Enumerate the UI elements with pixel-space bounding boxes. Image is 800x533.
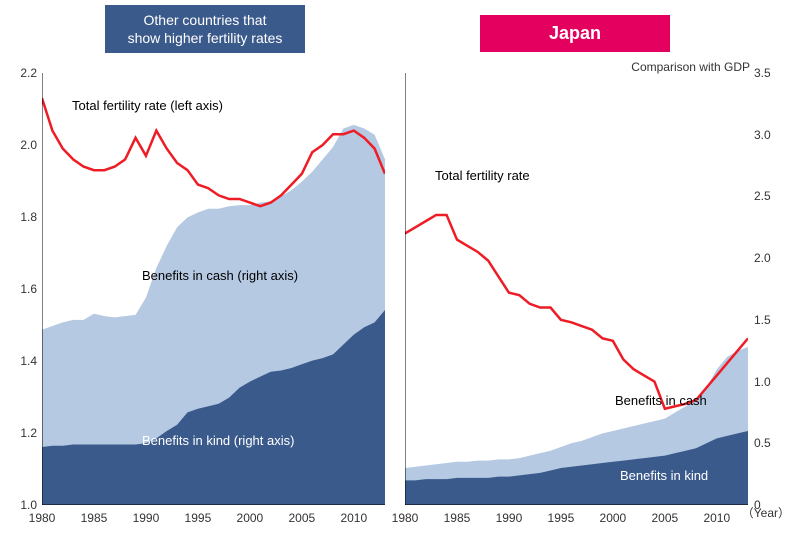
kind-label: Benefits in kind (right axis) xyxy=(142,433,294,448)
cash-label: Benefits in cash (right axis) xyxy=(142,268,298,283)
x-tick-label: 1985 xyxy=(444,511,471,525)
fertility-label: Total fertility rate (left axis) xyxy=(72,98,223,113)
x-tick-label: 1995 xyxy=(185,511,212,525)
right-chart: 198019851990199520002005201000.51.01.52.… xyxy=(405,73,748,505)
y-tick-left: 2.2 xyxy=(7,66,37,80)
kind-label: Benefits in kind xyxy=(620,468,708,483)
x-tick-label: 1990 xyxy=(496,511,523,525)
y-tick-right: 1.5 xyxy=(754,313,784,327)
y-tick-left: 1.0 xyxy=(7,498,37,512)
x-tick-label: 1980 xyxy=(29,511,56,525)
cash-label: Benefits in cash xyxy=(615,393,707,408)
y-tick-left: 1.2 xyxy=(7,426,37,440)
chart-container: Other countries thatshow higher fertilit… xyxy=(0,0,800,533)
left-chart: 19801985199019952000200520101.01.21.41.6… xyxy=(42,73,385,505)
y-tick-left: 2.0 xyxy=(7,138,37,152)
fertility-line xyxy=(405,215,748,409)
x-tick-label: 2000 xyxy=(237,511,264,525)
header-right-box: Japan xyxy=(480,15,670,52)
x-tick-label: 2005 xyxy=(288,511,315,525)
y-tick-right: 0.5 xyxy=(754,436,784,450)
x-tick-label: 1995 xyxy=(548,511,575,525)
y-tick-right: 0 xyxy=(754,498,784,512)
x-tick-label: 1980 xyxy=(392,511,419,525)
y-tick-left: 1.8 xyxy=(7,210,37,224)
x-tick-label: 1990 xyxy=(133,511,160,525)
y-tick-right: 2.5 xyxy=(754,189,784,203)
y-tick-right: 2.0 xyxy=(754,251,784,265)
x-tick-label: 2005 xyxy=(651,511,678,525)
x-tick-label: 2010 xyxy=(703,511,730,525)
right-axis-title: Comparison with GDP xyxy=(631,60,750,74)
y-tick-right: 3.5 xyxy=(754,66,784,80)
y-tick-right: 3.0 xyxy=(754,128,784,142)
x-tick-label: 1985 xyxy=(81,511,108,525)
y-tick-left: 1.4 xyxy=(7,354,37,368)
x-tick-label: 2000 xyxy=(600,511,627,525)
fertility-label: Total fertility rate xyxy=(435,168,530,183)
y-tick-right: 1.0 xyxy=(754,375,784,389)
y-tick-left: 1.6 xyxy=(7,282,37,296)
x-tick-label: 2010 xyxy=(340,511,367,525)
header-left-box: Other countries thatshow higher fertilit… xyxy=(105,5,305,53)
